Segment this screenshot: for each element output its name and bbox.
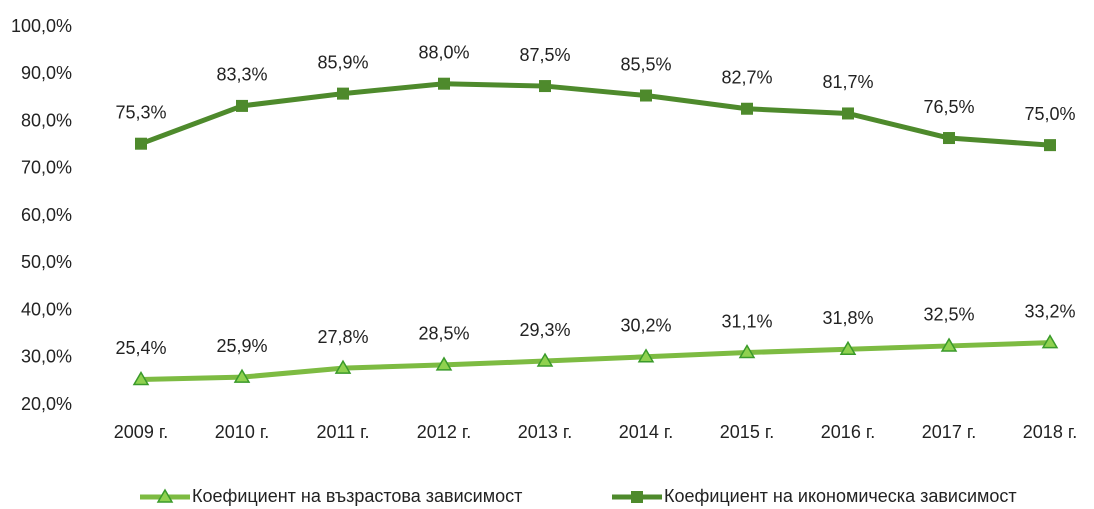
marker <box>842 107 854 120</box>
marker <box>135 137 147 150</box>
x-tick-label: 2013 г. <box>518 422 572 442</box>
series-line <box>140 81 1051 148</box>
y-tick-label: 30,0% <box>21 347 72 367</box>
x-tick-label: 2010 г. <box>215 422 269 442</box>
data-label: 27,8% <box>317 327 368 347</box>
marker <box>536 352 554 367</box>
marker <box>1041 334 1059 349</box>
marker <box>236 99 248 112</box>
marker <box>334 359 352 374</box>
data-label: 31,8% <box>822 308 873 328</box>
marker <box>741 102 753 115</box>
data-label: 85,9% <box>317 52 368 72</box>
data-label: 76,5% <box>923 97 974 117</box>
marker <box>637 348 655 363</box>
legend-label: Коефициент на икономическа зависимост <box>664 486 1017 506</box>
marker <box>1044 139 1056 152</box>
data-label: 31,1% <box>721 311 772 331</box>
x-tick-label: 2012 г. <box>417 422 471 442</box>
data-label: 33,2% <box>1024 301 1075 321</box>
data-label: 25,4% <box>115 338 166 358</box>
marker <box>539 80 551 93</box>
data-label: 81,7% <box>822 72 873 92</box>
data-label: 75,0% <box>1024 104 1075 124</box>
data-label: 82,7% <box>721 67 772 87</box>
x-tick-label: 2014 г. <box>619 422 673 442</box>
legend-label: Коефициент на възрастова зависимост <box>192 486 522 506</box>
marker <box>132 370 150 386</box>
x-tick-label: 2015 г. <box>720 422 774 442</box>
y-tick-label: 70,0% <box>21 158 72 178</box>
marker <box>640 89 652 102</box>
x-tick-label: 2011 г. <box>316 422 369 442</box>
y-tick-label: 90,0% <box>21 63 72 83</box>
y-tick-label: 60,0% <box>21 205 72 225</box>
data-label: 75,3% <box>115 102 166 122</box>
y-tick-label: 50,0% <box>21 252 72 272</box>
data-label: 25,9% <box>216 336 267 356</box>
x-tick-label: 2009 г. <box>114 422 168 442</box>
series-line <box>140 340 1051 382</box>
data-label: 83,3% <box>216 65 267 85</box>
marker <box>940 337 958 352</box>
marker <box>839 340 857 355</box>
legend-marker <box>631 491 643 503</box>
data-label: 32,5% <box>923 305 974 325</box>
data-label: 30,2% <box>620 316 671 336</box>
marker <box>438 77 450 90</box>
x-tick-label: 2017 г. <box>922 422 976 442</box>
data-label: 88,0% <box>418 42 469 62</box>
y-tick-label: 20,0% <box>21 394 72 414</box>
marker <box>435 356 453 371</box>
y-tick-label: 80,0% <box>21 110 72 130</box>
marker <box>738 344 756 359</box>
marker <box>233 368 251 383</box>
x-tick-label: 2018 г. <box>1023 422 1077 442</box>
x-tick-label: 2016 г. <box>821 422 875 442</box>
data-label: 87,5% <box>519 45 570 65</box>
y-tick-label: 40,0% <box>21 299 72 319</box>
y-tick-label: 100,0% <box>11 16 72 36</box>
data-label: 29,3% <box>519 320 570 340</box>
data-label: 28,5% <box>418 324 469 344</box>
marker <box>337 87 349 100</box>
data-label: 85,5% <box>620 54 671 74</box>
legend-marker <box>156 488 174 503</box>
marker <box>943 132 955 145</box>
